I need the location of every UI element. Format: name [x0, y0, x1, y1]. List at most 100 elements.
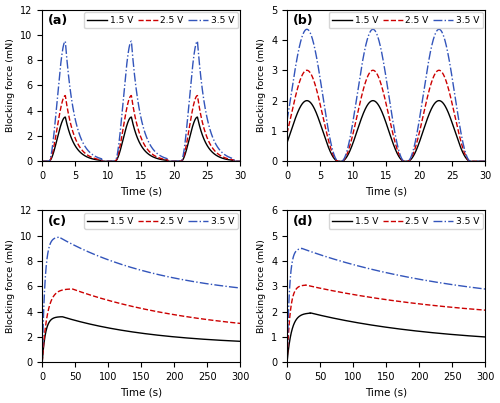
1.5 V [238, 159, 244, 164]
2.5 V [236, 159, 242, 164]
3.5 V [234, 285, 239, 290]
1.5 V [457, 333, 463, 338]
3.5 V [368, 267, 374, 272]
3.5 V [482, 159, 488, 164]
1.5 V [85, 155, 91, 160]
3.5 V [86, 150, 92, 154]
2.5 V [359, 93, 365, 98]
2.5 V [234, 321, 239, 326]
1.5 V [478, 334, 484, 339]
2.5 V [482, 308, 488, 313]
1.5 V [368, 323, 374, 328]
X-axis label: Time (s): Time (s) [365, 387, 407, 397]
3.5 V [360, 265, 366, 270]
3.5 V [236, 159, 242, 164]
2.5 V [124, 303, 130, 307]
Line: 1.5 V: 1.5 V [42, 117, 240, 161]
3.5 V [56, 235, 62, 239]
1.5 V [194, 115, 200, 120]
1.5 V [332, 157, 338, 162]
3.5 V [373, 30, 379, 35]
2.5 V [318, 286, 324, 291]
1.5 V [116, 327, 121, 332]
2.5 V [85, 153, 91, 158]
2.5 V [368, 295, 374, 300]
3.5 V [332, 155, 338, 160]
1.5 V [331, 156, 337, 161]
1.5 V [284, 360, 290, 365]
1.5 V [59, 314, 65, 319]
3.5 V [331, 153, 337, 158]
Text: (d): (d) [293, 215, 314, 228]
3.5 V [457, 283, 463, 288]
X-axis label: Time (s): Time (s) [120, 387, 162, 397]
3.5 V [482, 287, 488, 291]
1.5 V [234, 339, 239, 344]
X-axis label: Time (s): Time (s) [120, 187, 162, 197]
1.5 V [318, 313, 324, 318]
1.5 V [212, 338, 218, 343]
3.5 V [88, 150, 94, 155]
3.5 V [306, 249, 312, 253]
2.5 V [39, 360, 45, 365]
1.5 V [482, 334, 488, 339]
3.5 V [330, 150, 336, 154]
3.5 V [212, 283, 218, 287]
3.5 V [480, 159, 486, 164]
3.5 V [39, 159, 45, 164]
2.5 V [478, 307, 484, 312]
2.5 V [194, 93, 200, 98]
3.5 V [128, 39, 134, 44]
1.5 V [236, 159, 242, 164]
Line: 2.5 V: 2.5 V [287, 285, 486, 362]
Line: 3.5 V: 3.5 V [287, 248, 486, 362]
2.5 V [212, 318, 218, 323]
1.5 V [88, 156, 94, 161]
Line: 2.5 V: 2.5 V [287, 70, 486, 161]
Text: (b): (b) [293, 14, 314, 27]
2.5 V [336, 159, 342, 164]
3.5 V [62, 238, 68, 243]
1.5 V [114, 157, 120, 162]
3.5 V [284, 360, 290, 365]
2.5 V [86, 154, 92, 159]
1.5 V [238, 339, 244, 344]
1.5 V [336, 159, 342, 164]
3.5 V [194, 39, 200, 44]
3.5 V [85, 148, 91, 153]
2.5 V [304, 68, 310, 73]
2.5 V [62, 287, 68, 292]
3.5 V [304, 27, 310, 32]
Y-axis label: Blocking force (mN): Blocking force (mN) [6, 239, 15, 333]
2.5 V [238, 321, 244, 326]
1.5 V [359, 115, 365, 120]
1.5 V [482, 159, 488, 164]
3.5 V [359, 63, 365, 68]
Line: 2.5 V: 2.5 V [42, 96, 240, 161]
Line: 3.5 V: 3.5 V [42, 237, 240, 362]
Line: 1.5 V: 1.5 V [42, 317, 240, 362]
3.5 V [238, 159, 244, 164]
X-axis label: Time (s): Time (s) [365, 187, 407, 197]
1.5 V [304, 98, 310, 103]
1.5 V [39, 360, 45, 365]
2.5 V [284, 360, 290, 365]
2.5 V [69, 287, 75, 291]
Line: 1.5 V: 1.5 V [287, 101, 486, 161]
Legend: 1.5 V, 2.5 V, 3.5 V: 1.5 V, 2.5 V, 3.5 V [84, 213, 237, 229]
3.5 V [318, 253, 324, 258]
3.5 V [124, 264, 130, 268]
3.5 V [238, 286, 244, 291]
Y-axis label: Blocking force (mN): Blocking force (mN) [6, 39, 15, 133]
2.5 V [330, 152, 336, 157]
1.5 V [284, 140, 290, 145]
1.5 V [128, 115, 134, 120]
1.5 V [124, 329, 130, 334]
2.5 V [332, 156, 338, 161]
Line: 1.5 V: 1.5 V [287, 313, 486, 362]
Y-axis label: Blocking force (mN): Blocking force (mN) [256, 39, 266, 133]
Text: (c): (c) [48, 215, 68, 228]
1.5 V [306, 311, 312, 316]
1.5 V [373, 100, 379, 104]
1.5 V [480, 159, 486, 164]
